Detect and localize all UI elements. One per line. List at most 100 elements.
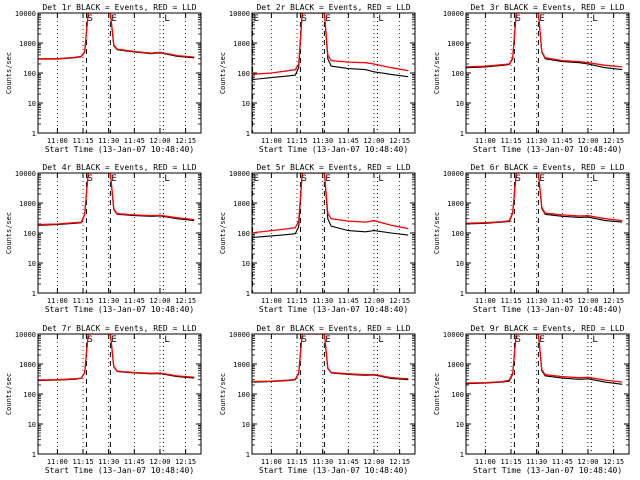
y-tick-label: 1000 (447, 200, 464, 208)
marker-label: S (515, 14, 520, 24)
y-tick-label: 1 (246, 290, 250, 298)
x-tick-label: 11:00 (47, 297, 68, 305)
y-tick-label: 1 (246, 451, 250, 459)
x-tick-label: 12:00 (363, 297, 384, 305)
x-tick-label: 11:00 (47, 137, 68, 145)
x-tick-label: 11:45 (338, 297, 359, 305)
x-tick-label: 12:15 (389, 137, 410, 145)
y-tick-label: 1000 (19, 200, 36, 208)
chart-panel: Det 3r BLACK = Events, RED = LLD Counts/s… (433, 3, 630, 154)
y-tick-label: 1000 (19, 40, 36, 48)
marker-label: E (539, 174, 544, 184)
y-tick-label: 10 (28, 260, 36, 268)
y-tick-label: 10 (456, 260, 464, 268)
chart-title: Det 4r BLACK = Events, RED = LLD (42, 163, 196, 172)
y-tick-label: 10 (456, 421, 464, 429)
x-axis-label: Start Time (13-Jan-07 10:48:40) (259, 466, 408, 475)
chart-panel: Det 2r BLACK = Events, RED = LLD Counts/s… (219, 3, 416, 154)
marker-label: E (325, 335, 330, 345)
chart-title: Det 9r BLACK = Events, RED = LLD (470, 324, 624, 333)
x-tick-label: 11:30 (526, 297, 547, 305)
y-tick-label: 100 (451, 230, 464, 238)
y-tick-label: 100 (451, 391, 464, 399)
x-tick-label: 11:30 (526, 458, 547, 466)
x-tick-label: 12:15 (603, 297, 624, 305)
marker-label: L (164, 174, 169, 184)
y-tick-label: 1000 (233, 40, 250, 48)
y-tick-label: 1000 (447, 361, 464, 369)
x-tick-label: 12:15 (603, 458, 624, 466)
series-line-events (466, 334, 623, 385)
x-axis-label: Start Time (13-Jan-07 10:48:40) (473, 466, 622, 475)
y-tick-label: 1 (460, 451, 464, 459)
marker-label: L (164, 14, 169, 24)
series-line-lld (38, 13, 195, 60)
marker-label: S (87, 14, 92, 24)
y-tick-label: 1 (32, 130, 36, 138)
x-tick-label: 11:30 (526, 137, 547, 145)
series-line-lld (252, 173, 409, 234)
x-tick-label: 11:00 (475, 297, 496, 305)
y-axis-label: Counts/sec (219, 373, 227, 415)
plot-frame (37, 333, 202, 455)
marker-label: L (164, 335, 169, 345)
y-axis-label: Counts/sec (433, 212, 441, 254)
marker-label: S (301, 335, 306, 345)
y-tick-label: 100 (451, 70, 464, 78)
x-tick-label: 11:45 (338, 458, 359, 466)
x-tick-label: 11:45 (552, 297, 573, 305)
y-axis-label: Counts/sec (219, 212, 227, 254)
plot-frame (37, 172, 202, 294)
x-tick-label: 11:30 (312, 297, 333, 305)
x-tick-label: 11:45 (124, 458, 145, 466)
y-tick-label: 1 (460, 290, 464, 298)
y-tick-label: 1000 (19, 361, 36, 369)
y-tick-label: 10 (242, 100, 250, 108)
plot-frame (251, 333, 416, 455)
y-tick-label: 1000 (233, 361, 250, 369)
x-tick-label: 12:15 (175, 137, 196, 145)
y-tick-label: 100 (237, 391, 250, 399)
chart-title: Det 8r BLACK = Events, RED = LLD (256, 324, 410, 333)
x-tick-label: 11:45 (338, 137, 359, 145)
y-axis-label: Counts/sec (433, 52, 441, 94)
x-tick-label: 11:00 (261, 297, 282, 305)
y-tick-label: 10000 (443, 10, 464, 18)
chart-panel: Det 7r BLACK = Events, RED = LLD Counts/s… (5, 324, 202, 475)
x-axis-label: Start Time (13-Jan-07 10:48:40) (45, 305, 194, 314)
x-tick-label: 12:00 (363, 137, 384, 145)
chart-title: Det 1r BLACK = Events, RED = LLD (42, 3, 196, 12)
marker-label: S (301, 14, 306, 24)
x-tick-label: 11:15 (286, 137, 307, 145)
y-tick-label: 100 (237, 70, 250, 78)
marker-label: L (378, 14, 383, 24)
x-axis-label: Start Time (13-Jan-07 10:48:40) (45, 145, 194, 154)
series-line-lld (38, 173, 195, 226)
chart-title: Det 6r BLACK = Events, RED = LLD (470, 163, 624, 172)
y-tick-label: 1 (460, 130, 464, 138)
chart-title: Det 7r BLACK = Events, RED = LLD (42, 324, 196, 333)
x-tick-label: 11:30 (98, 297, 119, 305)
marker-label: L (592, 174, 597, 184)
y-tick-label: 10 (28, 421, 36, 429)
y-axis-label: Counts/sec (5, 373, 13, 415)
series-line-lld (252, 13, 409, 75)
marker-label: S (515, 335, 520, 345)
x-tick-label: 11:30 (312, 137, 333, 145)
y-tick-label: 1 (32, 290, 36, 298)
chart-panel: Det 1r BLACK = Events, RED = LLD Counts/s… (5, 3, 202, 154)
chart-title: Det 3r BLACK = Events, RED = LLD (470, 3, 624, 12)
marker-label: S (515, 174, 520, 184)
chart-panel: Det 6r BLACK = Events, RED = LLD Counts/s… (433, 163, 630, 314)
marker-label: E (325, 14, 330, 24)
x-tick-label: 12:00 (149, 297, 170, 305)
marker-label: S (87, 174, 92, 184)
y-tick-label: 1 (32, 451, 36, 459)
marker-label: E (254, 14, 259, 24)
x-tick-label: 12:00 (149, 137, 170, 145)
chart-panel: Det 9r BLACK = Events, RED = LLD Counts/s… (433, 324, 630, 475)
y-tick-label: 1000 (233, 200, 250, 208)
y-tick-label: 10000 (15, 331, 36, 339)
chart-title: Det 2r BLACK = Events, RED = LLD (256, 3, 410, 12)
y-tick-label: 100 (237, 230, 250, 238)
